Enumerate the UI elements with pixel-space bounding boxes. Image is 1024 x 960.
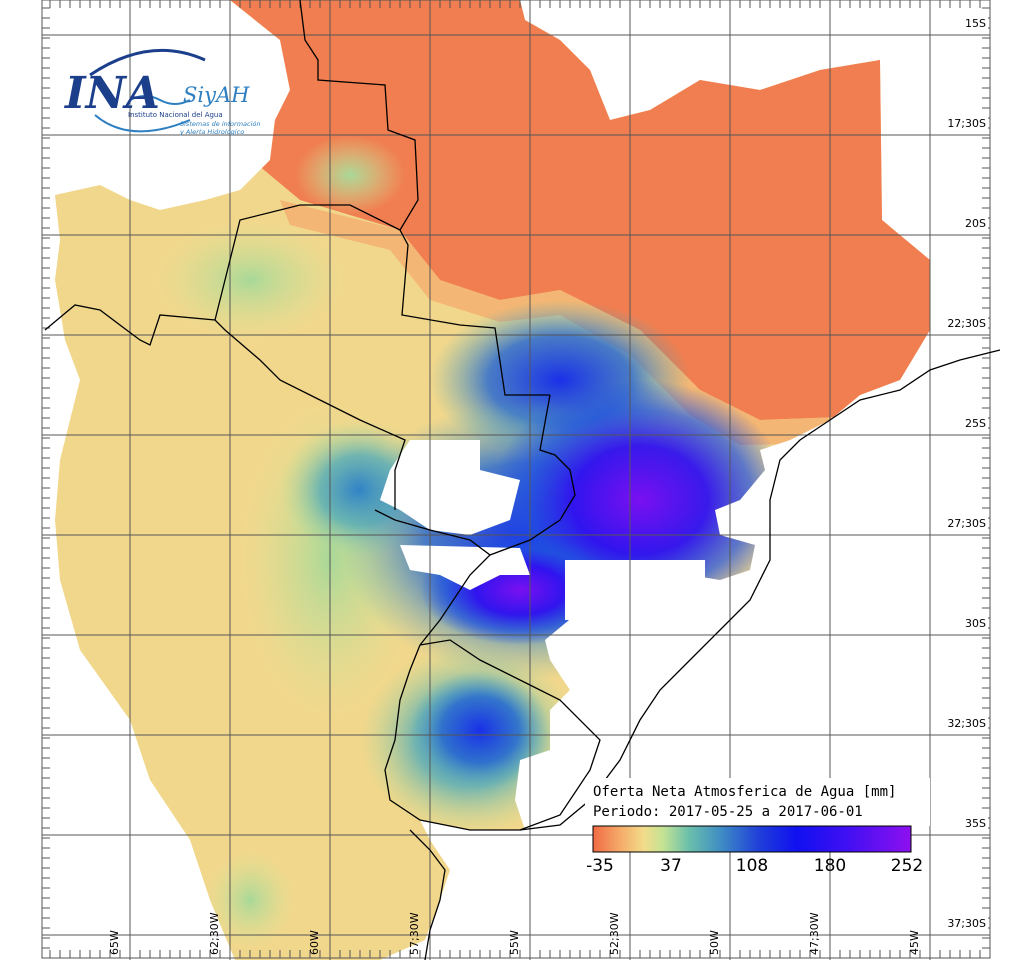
border-bolivia-brazil <box>299 0 550 396</box>
field-blue-uruguay <box>410 670 550 790</box>
coast-argentina <box>409 829 446 960</box>
missing-data-hole-river <box>400 545 530 590</box>
field-dry-zone <box>230 0 930 420</box>
ina-logo: INA SiyAH Instituto Nacional del Agua Si… <box>63 48 260 136</box>
legend-ticks: -35 37 108 180 252 <box>586 856 923 876</box>
coast-brazil-south <box>519 349 1001 831</box>
lat-label-bg <box>944 117 988 130</box>
legend-background <box>585 778 930 826</box>
lat-label: 30S <box>965 617 986 630</box>
missing-data-hole-central <box>380 440 520 535</box>
border-paraguay-brazil <box>489 394 576 556</box>
field-dry-transition <box>280 200 930 445</box>
latitude-labels: 15S 17;30S 20S 22;30S 25S 27;30S 30S 32;30S 35S 3… <box>944 17 988 930</box>
lat-label-bg <box>944 417 988 430</box>
lat-label-bg <box>944 217 988 230</box>
missing-data-hole-coast <box>565 560 705 620</box>
legend-tick-label: 37 <box>660 856 682 876</box>
legend-colorbar <box>592 825 912 853</box>
logo-subtitle-line2: y Alerta Hidrológico <box>179 128 244 136</box>
logo-siyah-text: SiyAH <box>183 83 250 107</box>
border-argentina-bolivia <box>44 304 406 510</box>
lon-label: 50W <box>708 930 721 955</box>
lon-label: 62;30W <box>208 912 221 955</box>
logo-ina-text: INA <box>63 68 160 119</box>
lat-label: 15S <box>965 17 986 30</box>
graticule <box>41 0 991 960</box>
lat-label-bg <box>944 517 988 530</box>
logo-arc <box>94 114 191 133</box>
political-borders <box>44 0 1001 960</box>
legend-tick-label: 252 <box>891 856 923 876</box>
legend-tick-label: 108 <box>736 856 768 876</box>
map-frame <box>41 0 991 959</box>
field-green-patch-far-south <box>205 850 295 950</box>
logo-wave <box>129 95 191 105</box>
lon-label: 55W <box>508 930 521 955</box>
lat-label: 17;30S <box>947 117 986 130</box>
lat-label-bg <box>944 17 988 30</box>
river-parana <box>374 509 491 646</box>
lat-label: 25S <box>965 417 986 430</box>
lat-label-bg <box>944 617 988 630</box>
lon-label: 45W <box>908 930 921 955</box>
lat-label: 20S <box>965 217 986 230</box>
legend-tick-label: -35 <box>586 856 614 876</box>
field-green-patch-west <box>155 220 345 340</box>
logo-swoosh <box>89 48 206 77</box>
lat-label-bg <box>944 717 988 730</box>
lon-label: 60W <box>308 930 321 955</box>
longitude-labels: 65W 62;30W 60W 57;30W 55W 52;30W 50W 47;30W 45W <box>108 912 921 955</box>
lat-label-bg <box>944 317 988 330</box>
lat-label: 27;30S <box>947 517 986 530</box>
lat-label: 35S <box>965 817 986 830</box>
lat-label-bg <box>944 817 988 830</box>
lat-label: 22;30S <box>947 317 986 330</box>
lon-label: 52;30W <box>608 912 621 955</box>
legend: Oferta Neta Atmosferica de Agua [mm] Per… <box>585 778 930 876</box>
lat-label: 37;30S <box>947 917 986 930</box>
field-green-patch-north <box>295 135 405 215</box>
logo-institute-text: Instituto Nacional del Agua <box>128 111 223 119</box>
lon-label: 65W <box>108 930 121 955</box>
legend-tick-label: 180 <box>814 856 846 876</box>
legend-title: Oferta Neta Atmosferica de Agua [mm] <box>593 784 896 800</box>
lon-label: 57;30W <box>408 912 421 955</box>
legend-period: Periodo: 2017-05-25 a 2017-06-01 <box>593 804 863 820</box>
lat-label: 32;30S <box>947 717 986 730</box>
border-bolivia-paraguay <box>214 204 401 321</box>
lon-label: 47;30W <box>808 912 821 955</box>
logo-subtitle-line1: Sistemas de información <box>180 120 260 128</box>
missing-data-holes <box>380 440 705 620</box>
lat-label-bg <box>944 917 988 930</box>
